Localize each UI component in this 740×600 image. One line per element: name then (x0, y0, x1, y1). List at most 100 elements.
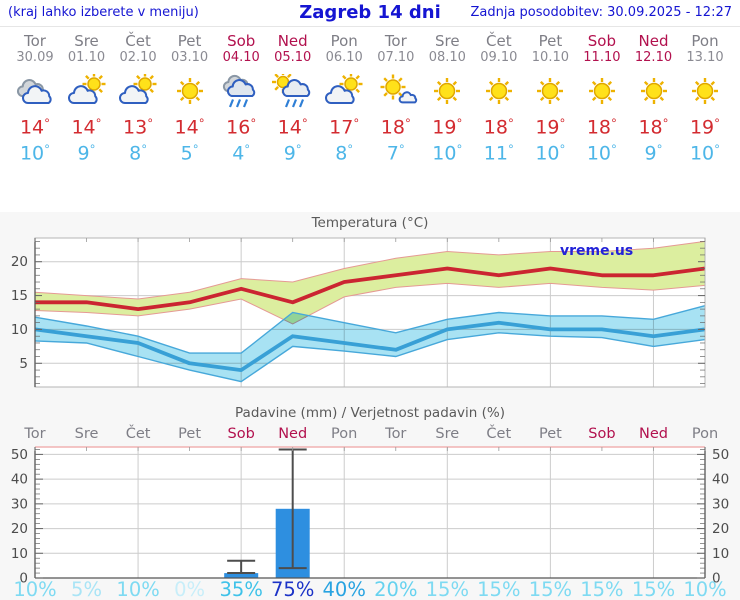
precip-probability: 15% (529, 578, 572, 600)
day-name: Sre (74, 32, 99, 50)
sunny-icon (632, 74, 676, 110)
precipitation-plot: 0 0 10 10 20 20 30 30 40 40 50 50 Tor 10% Sre 5% Čet 10% P… (11, 424, 729, 600)
precip-probability: 10% (13, 578, 56, 600)
temp-chart-title: Temperatura (°C) (311, 215, 429, 231)
day-min-temp: 9° (644, 142, 663, 165)
day-min-temp: 8° (335, 142, 354, 165)
svg-text:10: 10 (712, 546, 729, 562)
day-name: Ned (638, 32, 669, 50)
day-min-temp: 10° (586, 142, 617, 165)
day-min-temp: 10° (689, 142, 721, 165)
day-date: 03.10 (170, 50, 209, 65)
day-max-temp: 13° (123, 116, 154, 139)
day-date: 01.10 (67, 50, 106, 65)
day-max-temp: 19° (535, 116, 566, 139)
forecast-strip: Tor 30.09 14° 10° Sre 01.10 14° 9° Čet 02.10 13° 8°… (0, 26, 740, 186)
watermark[interactable]: vreme.us (560, 243, 633, 259)
day-min-temp: 10° (19, 142, 51, 165)
svg-text:30: 30 (712, 496, 729, 512)
precip-chart-title: Padavine (mm) / Verjetnost padavin (%) (235, 405, 505, 421)
precip-probability: 10% (683, 578, 726, 600)
day-name: Čet (486, 32, 512, 50)
day-min-temp: 7° (386, 142, 405, 165)
svg-text:5: 5 (19, 356, 28, 372)
day-max-temp: 19° (689, 116, 721, 139)
day-max-temp: 14° (71, 116, 102, 139)
precip-probability: 75% (271, 578, 314, 600)
day-name: Tor (24, 32, 46, 50)
day-max-temp: 14° (174, 116, 205, 139)
precip-day-label: Pet (539, 426, 562, 442)
precip-probability: 15% (426, 578, 469, 600)
precip-probability: 15% (580, 578, 623, 600)
day-name: Pon (330, 32, 358, 50)
svg-text:20: 20 (11, 521, 28, 537)
sunny-icon (580, 74, 624, 110)
precip-bar (224, 573, 259, 578)
sunny-icon (425, 74, 469, 110)
temp-max-line (35, 266, 706, 311)
sun-cloud-icon (322, 72, 366, 110)
day-name: Sob (227, 32, 256, 50)
svg-text:20: 20 (712, 521, 729, 537)
svg-text:40: 40 (11, 472, 28, 488)
precip-day-label: Pet (178, 426, 201, 442)
precip-day-label: Sob (228, 426, 255, 442)
day-date: 13.10 (686, 50, 724, 65)
svg-text:10: 10 (11, 322, 28, 338)
svg-text:50: 50 (11, 447, 28, 463)
menu-hint: (kraj lahko izberete v meniju) (8, 5, 199, 20)
cloudy-icon (13, 74, 57, 110)
day-date: 11.10 (583, 50, 621, 65)
precip-probability: 5% (71, 578, 102, 600)
day-date: 09.10 (480, 50, 518, 65)
day-min-temp: 10° (535, 142, 566, 165)
day-name: Pet (538, 32, 563, 50)
precip-day-label: Sre (435, 426, 459, 442)
day-max-temp: 14° (277, 116, 308, 139)
header: (kraj lahko izberete v meniju) Zagreb 14… (0, 0, 740, 27)
day-name: Čet (125, 32, 151, 50)
precip-probability: 40% (323, 578, 366, 600)
svg-text:10: 10 (11, 546, 28, 562)
precip-day-label: Ned (278, 426, 307, 442)
page-title: Zagreb 14 dni (299, 2, 441, 23)
precip-day-label: Ned (639, 426, 668, 442)
svg-text:0: 0 (712, 571, 721, 587)
precip-probability: 15% (632, 578, 675, 600)
day-max-temp: 18° (638, 116, 669, 139)
day-date: 12.10 (634, 50, 673, 65)
sun-cloud-icon (116, 72, 160, 110)
day-date: 04.10 (222, 50, 260, 65)
day-max-temp: 14° (19, 116, 51, 139)
precip-day-label: Čet (126, 424, 151, 442)
day-min-temp: 10° (432, 142, 463, 165)
rain-icon (219, 74, 263, 110)
svg-text:40: 40 (712, 472, 729, 488)
day-date: 30.09 (16, 50, 54, 65)
sunny-icon (477, 74, 521, 110)
day-min-temp: 5° (180, 142, 199, 165)
sunny-icon (168, 74, 212, 110)
day-max-temp: 18° (483, 116, 514, 139)
sun-small-cloud-icon (374, 74, 418, 110)
sunny-icon (528, 74, 572, 110)
precip-bars (224, 448, 310, 578)
temp-min-line (34, 320, 706, 373)
temp-max-band (34, 240, 706, 325)
precip-probability: 35% (220, 578, 263, 600)
day-min-temp: 4° (232, 142, 251, 165)
day-date: 02.10 (119, 50, 157, 65)
precip-day-label: Sob (588, 426, 615, 442)
day-max-temp: 18° (586, 116, 617, 139)
precip-day-label: Tor (23, 426, 45, 442)
day-date: 08.10 (428, 50, 466, 65)
precip-day-label: Čet (486, 424, 511, 442)
precip-day-label: Tor (384, 426, 406, 442)
sun-cloud-icon (65, 72, 109, 110)
sunny-icon (683, 74, 727, 110)
day-date: 07.10 (377, 50, 415, 65)
precip-probability: 15% (477, 578, 520, 600)
temp-min-band (34, 305, 706, 383)
